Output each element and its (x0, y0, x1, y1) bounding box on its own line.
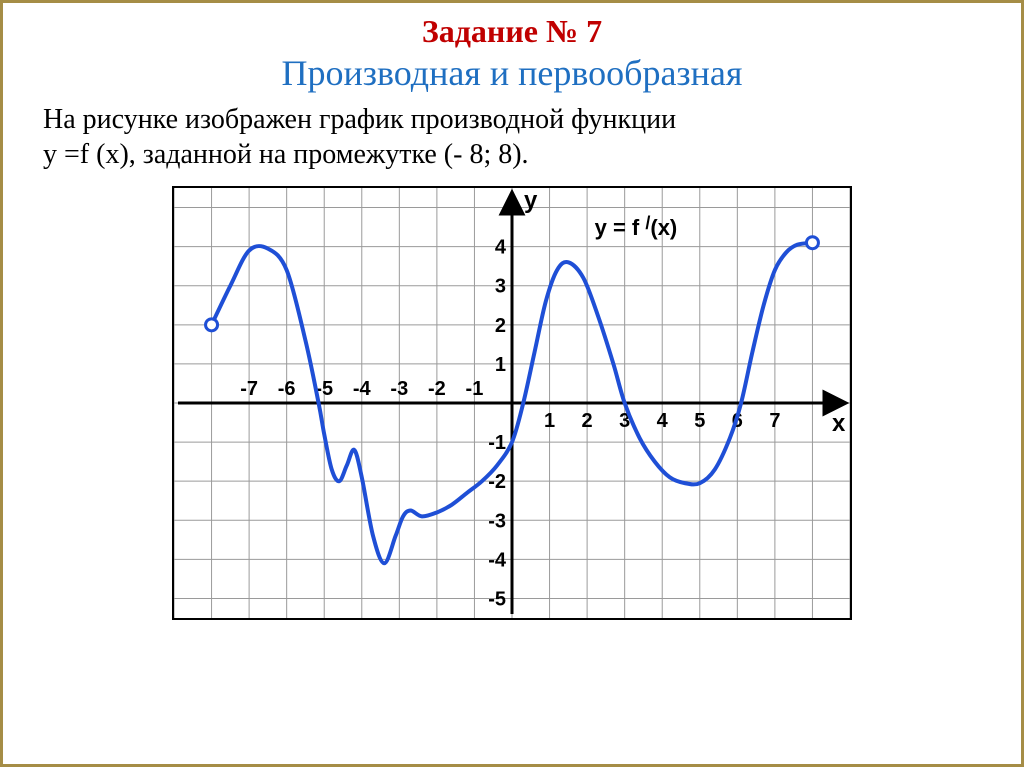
x-tick-label: -3 (390, 378, 408, 400)
y-tick-label: 4 (495, 237, 507, 259)
open-endpoint (206, 319, 218, 331)
y-tick-label: -3 (488, 510, 506, 532)
open-endpoint (806, 237, 818, 249)
problem-line2: у =f (x), заданной на промежутке (- 8; 8… (43, 139, 529, 170)
x-tick-label: 5 (694, 410, 705, 432)
y-tick-label: -4 (488, 549, 507, 571)
y-tick-label: -1 (488, 432, 506, 454)
subtitle: Производная и первообразная (3, 52, 1021, 94)
x-tick-label: -4 (353, 378, 372, 400)
x-axis-label: х (832, 410, 846, 437)
x-tick-label: -7 (240, 378, 258, 400)
y-tick-label: -5 (488, 588, 506, 610)
y-axis-label: у (524, 188, 538, 214)
x-tick-label: 7 (769, 410, 780, 432)
x-tick-label: -6 (278, 378, 296, 400)
x-tick-label: 1 (544, 410, 555, 432)
y-tick-label: 3 (495, 276, 506, 298)
derivative-chart: -7-6-5-4-3-2-11234567-5-4-3-2-11234хуy =… (174, 188, 850, 618)
curve-label: y = f /(x) (595, 213, 678, 240)
x-tick-label: 2 (582, 410, 593, 432)
problem-line1: На рисунке изображен график производной … (43, 104, 676, 135)
problem-text: На рисунке изображен график производной … (3, 94, 1021, 172)
x-tick-label: 4 (657, 410, 669, 432)
slide-frame: Задание № 7 Производная и первообразная … (0, 0, 1024, 767)
chart-container: -7-6-5-4-3-2-11234567-5-4-3-2-11234хуy =… (172, 186, 852, 620)
x-tick-label: -2 (428, 378, 446, 400)
task-number: Задание № 7 (3, 13, 1021, 50)
y-tick-label: 1 (495, 354, 506, 376)
y-tick-label: 2 (495, 315, 506, 337)
x-tick-label: -1 (466, 378, 484, 400)
